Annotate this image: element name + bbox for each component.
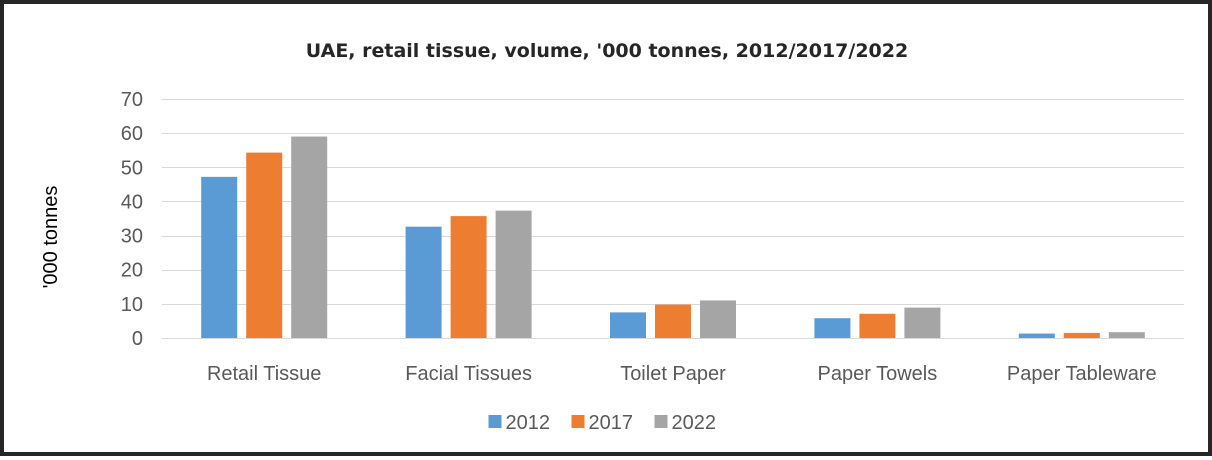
y-tick-label: 30 [121,226,143,248]
y-axis-label: '000 tonnes [40,186,62,289]
y-tick-label: 20 [121,260,143,282]
bar-2012 [814,318,851,338]
x-category-label: Retail Tissue [207,363,322,385]
legend-label: 2012 [506,412,551,434]
bar-2012 [610,312,646,338]
bar-2022 [495,210,532,338]
x-category-label: Toilet Paper [620,363,726,385]
bar-2022 [700,300,736,338]
x-category-label: Paper Tableware [1007,363,1157,385]
bar-2022 [291,136,328,338]
chart-title: UAE, retail tissue, volume, '000 tonnes,… [306,40,908,62]
legend-label: 2022 [672,412,717,434]
y-tick-label: 70 [121,89,143,111]
y-tick-label: 10 [121,294,143,316]
y-tick-label: 40 [121,191,143,213]
bar-2017 [246,152,283,338]
bar-2017 [859,313,896,338]
x-category-label: Facial Tissues [405,363,532,385]
y-tick-label: 50 [121,157,143,179]
legend-label: 2017 [589,412,634,434]
gridlines [162,99,1184,339]
bar-2012 [1018,333,1055,338]
bar-2022 [904,307,941,338]
x-category-label: Paper Towels [818,363,938,385]
y-axis-ticks: 0 10 20 30 40 50 60 70 [121,89,143,350]
legend-swatch [571,415,585,428]
bars [201,136,1145,338]
bar-2022 [1108,332,1145,338]
bar-2012 [201,176,238,338]
legend: 2012 2017 2022 [488,412,717,434]
bar-chart: UAE, retail tissue, volume, '000 tonnes,… [40,40,1184,434]
bar-2017 [450,216,487,338]
bar-2017 [1063,332,1100,338]
y-tick-label: 0 [132,328,143,350]
legend-swatch [488,415,502,428]
bar-2012 [405,226,442,338]
x-axis-categories: Retail Tissue Facial Tissues Toilet Paper P… [207,363,1157,385]
bar-2017 [655,304,691,338]
y-tick-label: 60 [121,123,143,145]
legend-swatch [654,415,668,428]
